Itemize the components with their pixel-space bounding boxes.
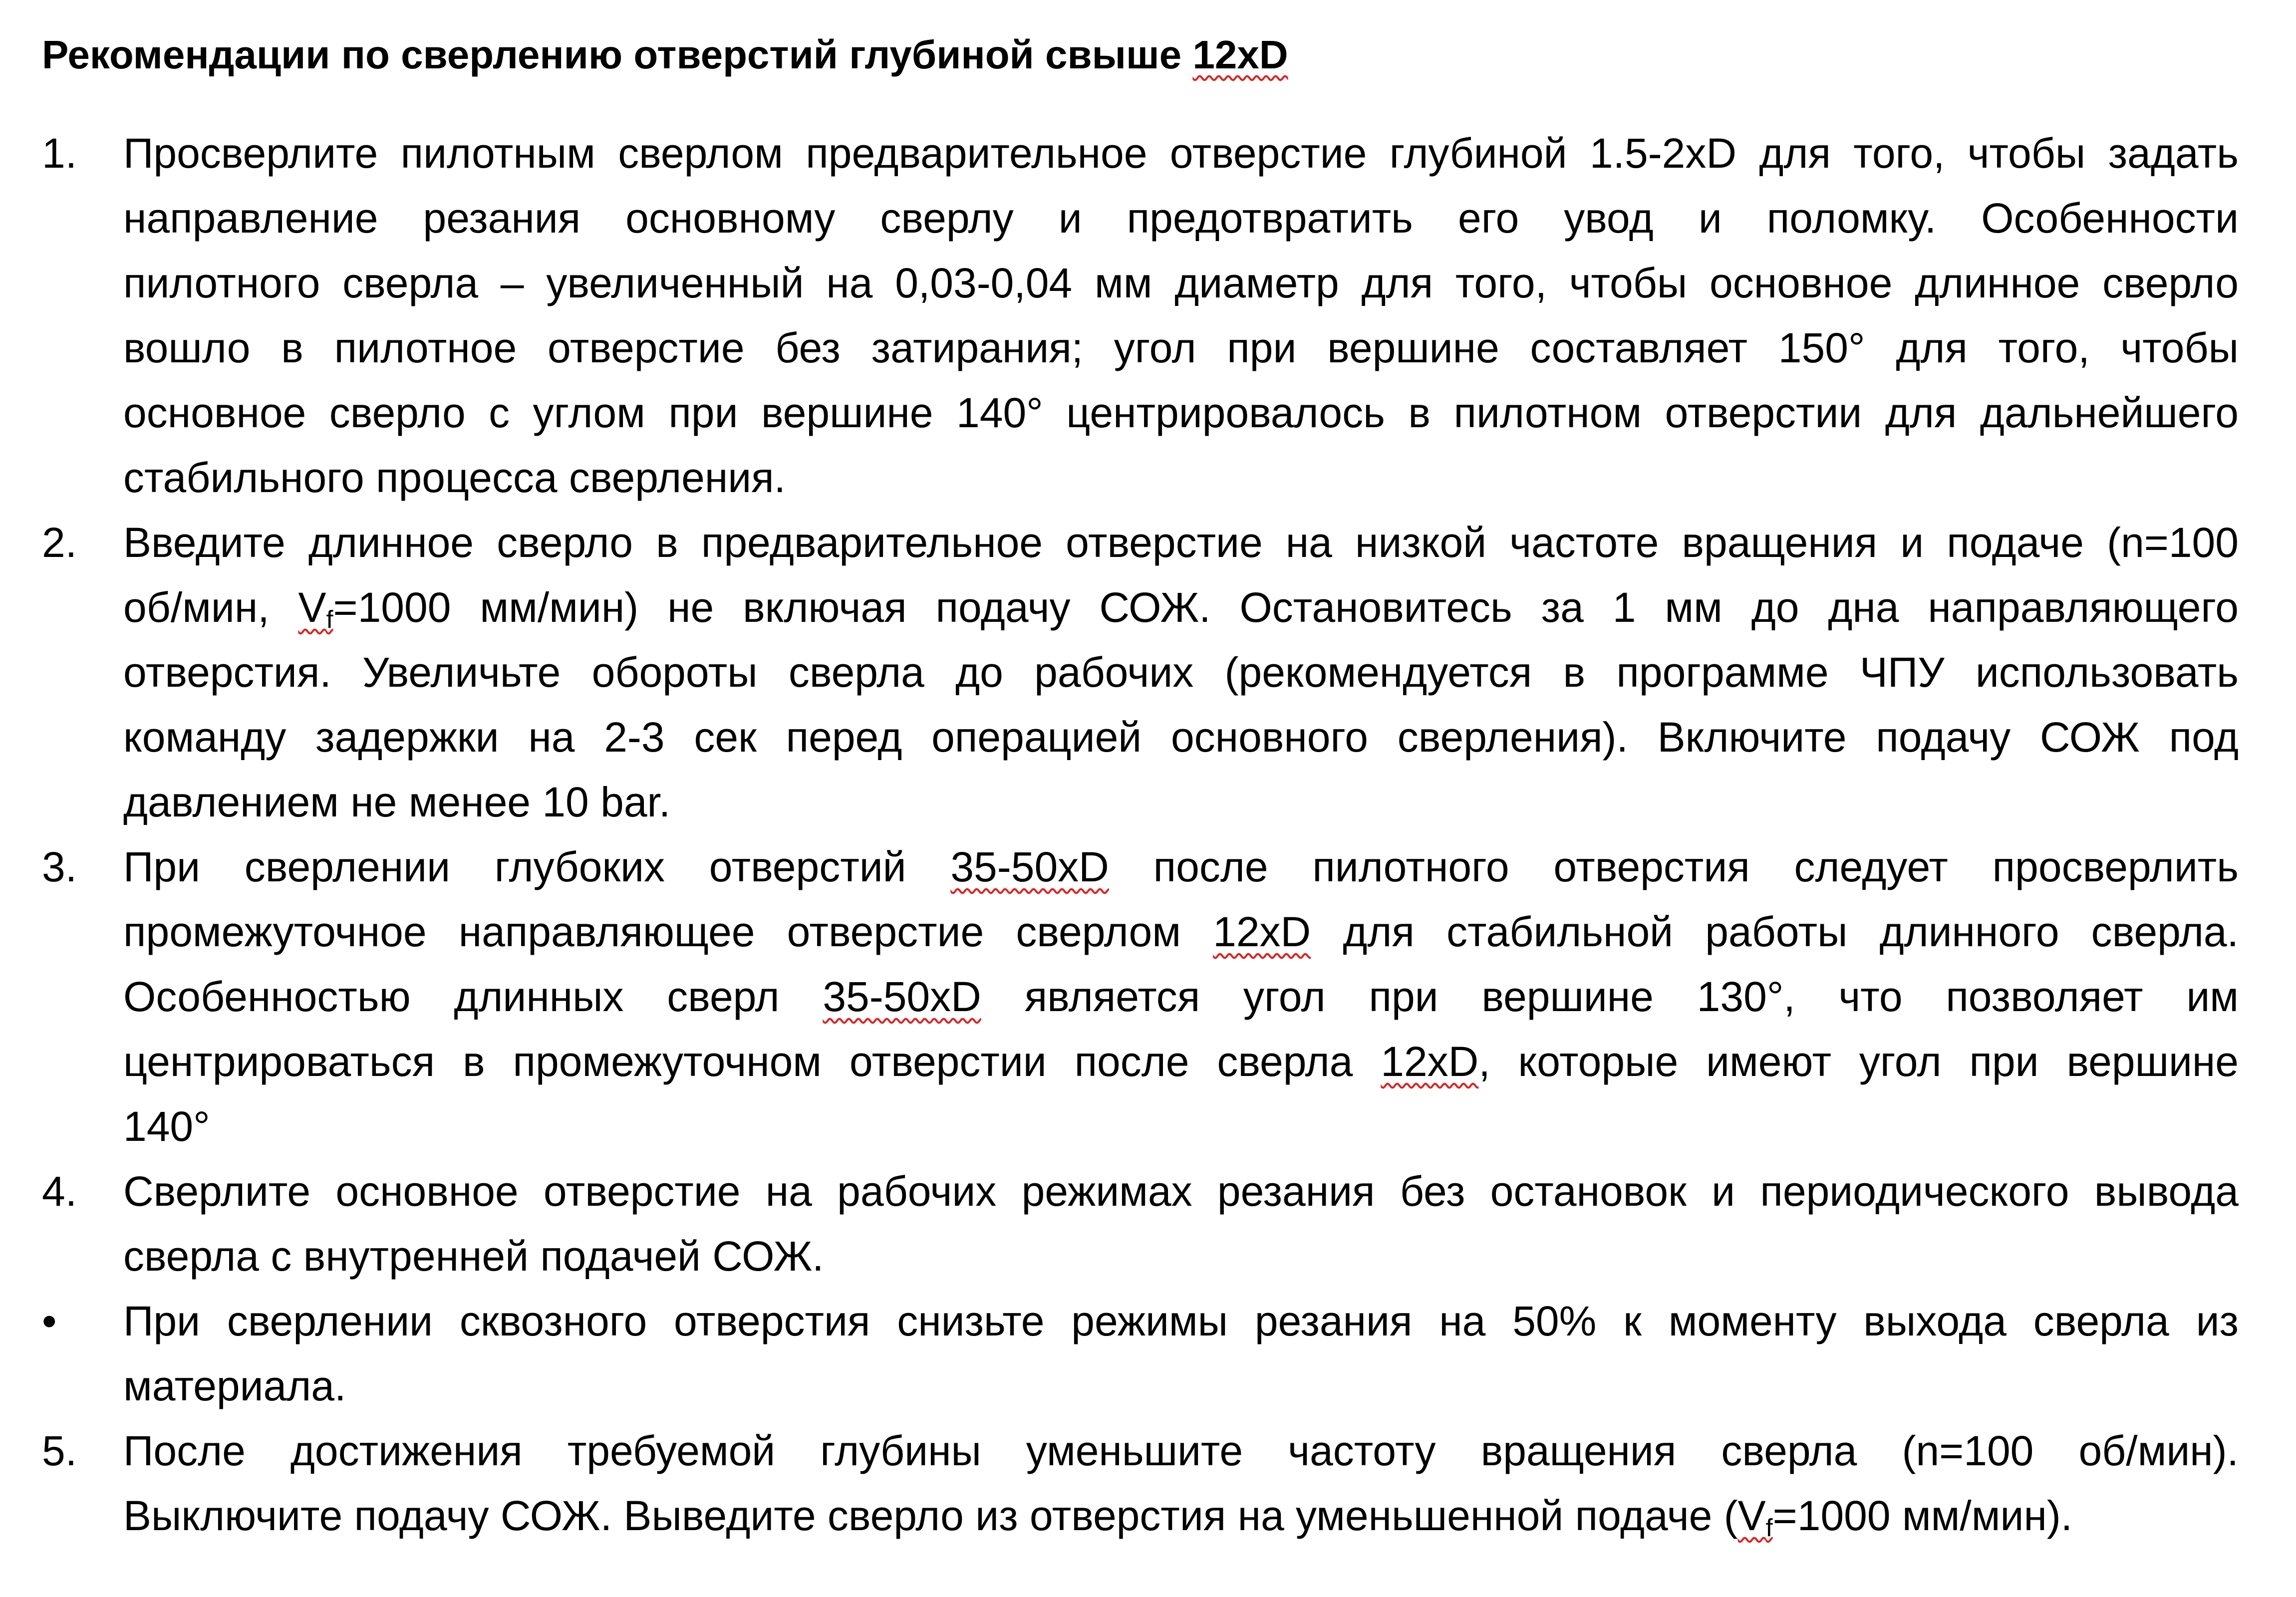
text-run: пилотного сверла – увеличенный на 0,03-0… bbox=[123, 260, 2239, 306]
text-line: вошло в пилотное отверстие без затирания… bbox=[123, 315, 2239, 380]
line-content: Просверлите пилотным сверлом предварител… bbox=[123, 121, 2239, 186]
line-content: стабильного процесса сверления. bbox=[123, 445, 786, 510]
text-line: Особенностью длинных сверл 35-50xD являе… bbox=[123, 964, 2239, 1029]
spellcheck-flagged-word: Vf bbox=[1737, 1492, 1773, 1542]
text-run: сверла с внутренней подачей СОЖ. bbox=[123, 1233, 824, 1280]
text-run: центрироваться в промежуточном отверстии… bbox=[123, 1038, 1381, 1085]
text-run: вошло в пилотное отверстие без затирания… bbox=[123, 324, 2239, 371]
text-run: 140° bbox=[123, 1103, 210, 1150]
list-number: 4. bbox=[42, 1168, 77, 1215]
text-run: направление резания основному сверлу и п… bbox=[123, 195, 2239, 242]
text-run: После достижения требуемой глубины умень… bbox=[123, 1427, 2239, 1474]
line-content: После достижения требуемой глубины умень… bbox=[123, 1418, 2239, 1483]
line-content: центрироваться в промежуточном отверстии… bbox=[123, 1029, 2239, 1094]
list-item: 4. Сверлите основное отверстие на рабочих… bbox=[0, 1159, 2296, 1289]
text-run: При сверлении глубоких отверстий bbox=[123, 843, 951, 890]
text-line: Сверлите основное отверстие на рабочих р… bbox=[123, 1159, 2239, 1224]
list-number: 1. bbox=[42, 130, 77, 177]
list-item: 1. Просверлите пилотным сверлом предварит… bbox=[0, 121, 2296, 510]
line-content: команду задержки на 2-3 сек перед операц… bbox=[123, 705, 2239, 770]
text-run: давлением не менее 10 bar. bbox=[123, 779, 671, 825]
text-run: Выключите подачу СОЖ. Выведите сверло из… bbox=[123, 1492, 1738, 1539]
text-line: пилотного сверла – увеличенный на 0,03-0… bbox=[123, 251, 2239, 315]
text-run: Введите длинное сверло в предварительное… bbox=[123, 519, 2239, 566]
text-run: При сверлении сквозного отверстия снизьт… bbox=[123, 1298, 2239, 1344]
text-line: направление резания основному сверлу и п… bbox=[123, 186, 2239, 251]
text-line: Введите длинное сверло в предварительное… bbox=[123, 510, 2239, 575]
recommendations-list: 1. Просверлите пилотным сверлом предварит… bbox=[0, 121, 2296, 1548]
text-run: основное сверло с углом при вершине 140°… bbox=[123, 389, 2239, 436]
text-run: является угол при вершине 130°, что позв… bbox=[981, 973, 2239, 1020]
text-line: об/мин, Vf=1000 мм/мин) не включая подач… bbox=[123, 575, 2239, 640]
text-run: Просверлите пилотным сверлом предварител… bbox=[123, 130, 2239, 177]
line-content: отверстия. Увеличьте обороты сверла до р… bbox=[123, 640, 2239, 705]
text-run: для стабильной работы длинного сверла. bbox=[1311, 908, 2239, 955]
list-item: 3. При сверлении глубоких отверстий 35-50… bbox=[0, 834, 2296, 1159]
text-run: отверстия. Увеличьте обороты сверла до р… bbox=[123, 649, 2239, 696]
spellcheck-flagged-word: 12xD bbox=[1192, 32, 1288, 77]
text-run: после пилотного отверстия следует просве… bbox=[1109, 843, 2239, 890]
text-run: материала. bbox=[123, 1362, 346, 1409]
line-content: основное сверло с углом при вершине 140°… bbox=[123, 380, 2239, 445]
text-line: Выключите подачу СОЖ. Выведите сверло из… bbox=[123, 1483, 2239, 1548]
list-item: • При сверлении сквозного отверстия снизь… bbox=[0, 1289, 2296, 1418]
text-line: При сверлении глубоких отверстий 35-50xD… bbox=[123, 834, 2239, 899]
list-number: 2. bbox=[42, 519, 77, 566]
line-content: При сверлении глубоких отверстий 35-50xD… bbox=[123, 834, 2239, 899]
text-run: , которые имеют угол при вершине bbox=[1478, 1038, 2239, 1085]
text-run: =1000 мм/мин). bbox=[1772, 1492, 2073, 1539]
spellcheck-flagged-word: 12xD bbox=[1381, 1038, 1479, 1085]
text-line: сверла с внутренней подачей СОЖ. bbox=[123, 1224, 2239, 1289]
spellcheck-flagged-word: 12xD bbox=[1213, 908, 1311, 955]
list-number: 3. bbox=[42, 843, 77, 890]
text-line: центрироваться в промежуточном отверстии… bbox=[123, 1029, 2239, 1094]
line-content: Выключите подачу СОЖ. Выведите сверло из… bbox=[123, 1483, 2072, 1548]
text-run: стабильного процесса сверления. bbox=[123, 454, 786, 501]
text-line: основное сверло с углом при вершине 140°… bbox=[123, 380, 2239, 445]
line-content: Сверлите основное отверстие на рабочих р… bbox=[123, 1159, 2239, 1224]
text-run: об/мин, bbox=[123, 584, 298, 631]
list-item: 2. Введите длинное сверло в предварительн… bbox=[0, 510, 2296, 834]
line-content: пилотного сверла – увеличенный на 0,03-0… bbox=[123, 251, 2239, 315]
text-run: Рекомендации по сверлению отверстий глуб… bbox=[42, 32, 1193, 77]
text-run: =1000 мм/мин) не включая подачу СОЖ. Ост… bbox=[333, 584, 2239, 631]
line-content: Введите длинное сверло в предварительное… bbox=[123, 510, 2239, 575]
line-content: 140° bbox=[123, 1094, 210, 1159]
text-run: Особенностью длинных сверл bbox=[123, 973, 823, 1020]
text-line: отверстия. Увеличьте обороты сверла до р… bbox=[123, 640, 2239, 705]
line-content: промежуточное направляющее отверстие све… bbox=[123, 899, 2239, 964]
list-item: 5. После достижения требуемой глубины уме… bbox=[0, 1418, 2296, 1548]
text-line: После достижения требуемой глубины умень… bbox=[123, 1418, 2239, 1483]
text-line: промежуточное направляющее отверстие све… bbox=[123, 899, 2239, 964]
text-line: давлением не менее 10 bar. bbox=[123, 770, 2239, 834]
text-run: команду задержки на 2-3 сек перед операц… bbox=[123, 714, 2239, 761]
bullet-marker: • bbox=[42, 1298, 57, 1344]
list-number: 5. bbox=[42, 1427, 77, 1474]
text-line: Просверлите пилотным сверлом предварител… bbox=[123, 121, 2239, 186]
text-line: При сверлении сквозного отверстия снизьт… bbox=[123, 1289, 2239, 1353]
document-title: Рекомендации по сверлению отверстий глуб… bbox=[42, 22, 1288, 87]
text-line: 140° bbox=[123, 1094, 2239, 1159]
line-content: об/мин, Vf=1000 мм/мин) не включая подач… bbox=[123, 575, 2239, 640]
line-content: При сверлении сквозного отверстия снизьт… bbox=[123, 1289, 2239, 1353]
spellcheck-flagged-word: 35-50xD bbox=[823, 973, 981, 1020]
line-content: сверла с внутренней подачей СОЖ. bbox=[123, 1224, 824, 1289]
spellcheck-flagged-word: Vf bbox=[298, 584, 333, 634]
line-content: направление резания основному сверлу и п… bbox=[123, 186, 2239, 251]
line-content: вошло в пилотное отверстие без затирания… bbox=[123, 315, 2239, 380]
text-run: промежуточное направляющее отверстие све… bbox=[123, 908, 1213, 955]
text-line: команду задержки на 2-3 сек перед операц… bbox=[123, 705, 2239, 770]
text-line: материала. bbox=[123, 1353, 2239, 1418]
line-content: материала. bbox=[123, 1353, 346, 1418]
line-content: Особенностью длинных сверл 35-50xD являе… bbox=[123, 964, 2239, 1029]
spellcheck-flagged-word: 35-50xD bbox=[950, 843, 1109, 890]
text-run: Сверлите основное отверстие на рабочих р… bbox=[123, 1168, 2239, 1215]
text-line: стабильного процесса сверления. bbox=[123, 445, 2239, 510]
line-content: давлением не менее 10 bar. bbox=[123, 770, 670, 834]
